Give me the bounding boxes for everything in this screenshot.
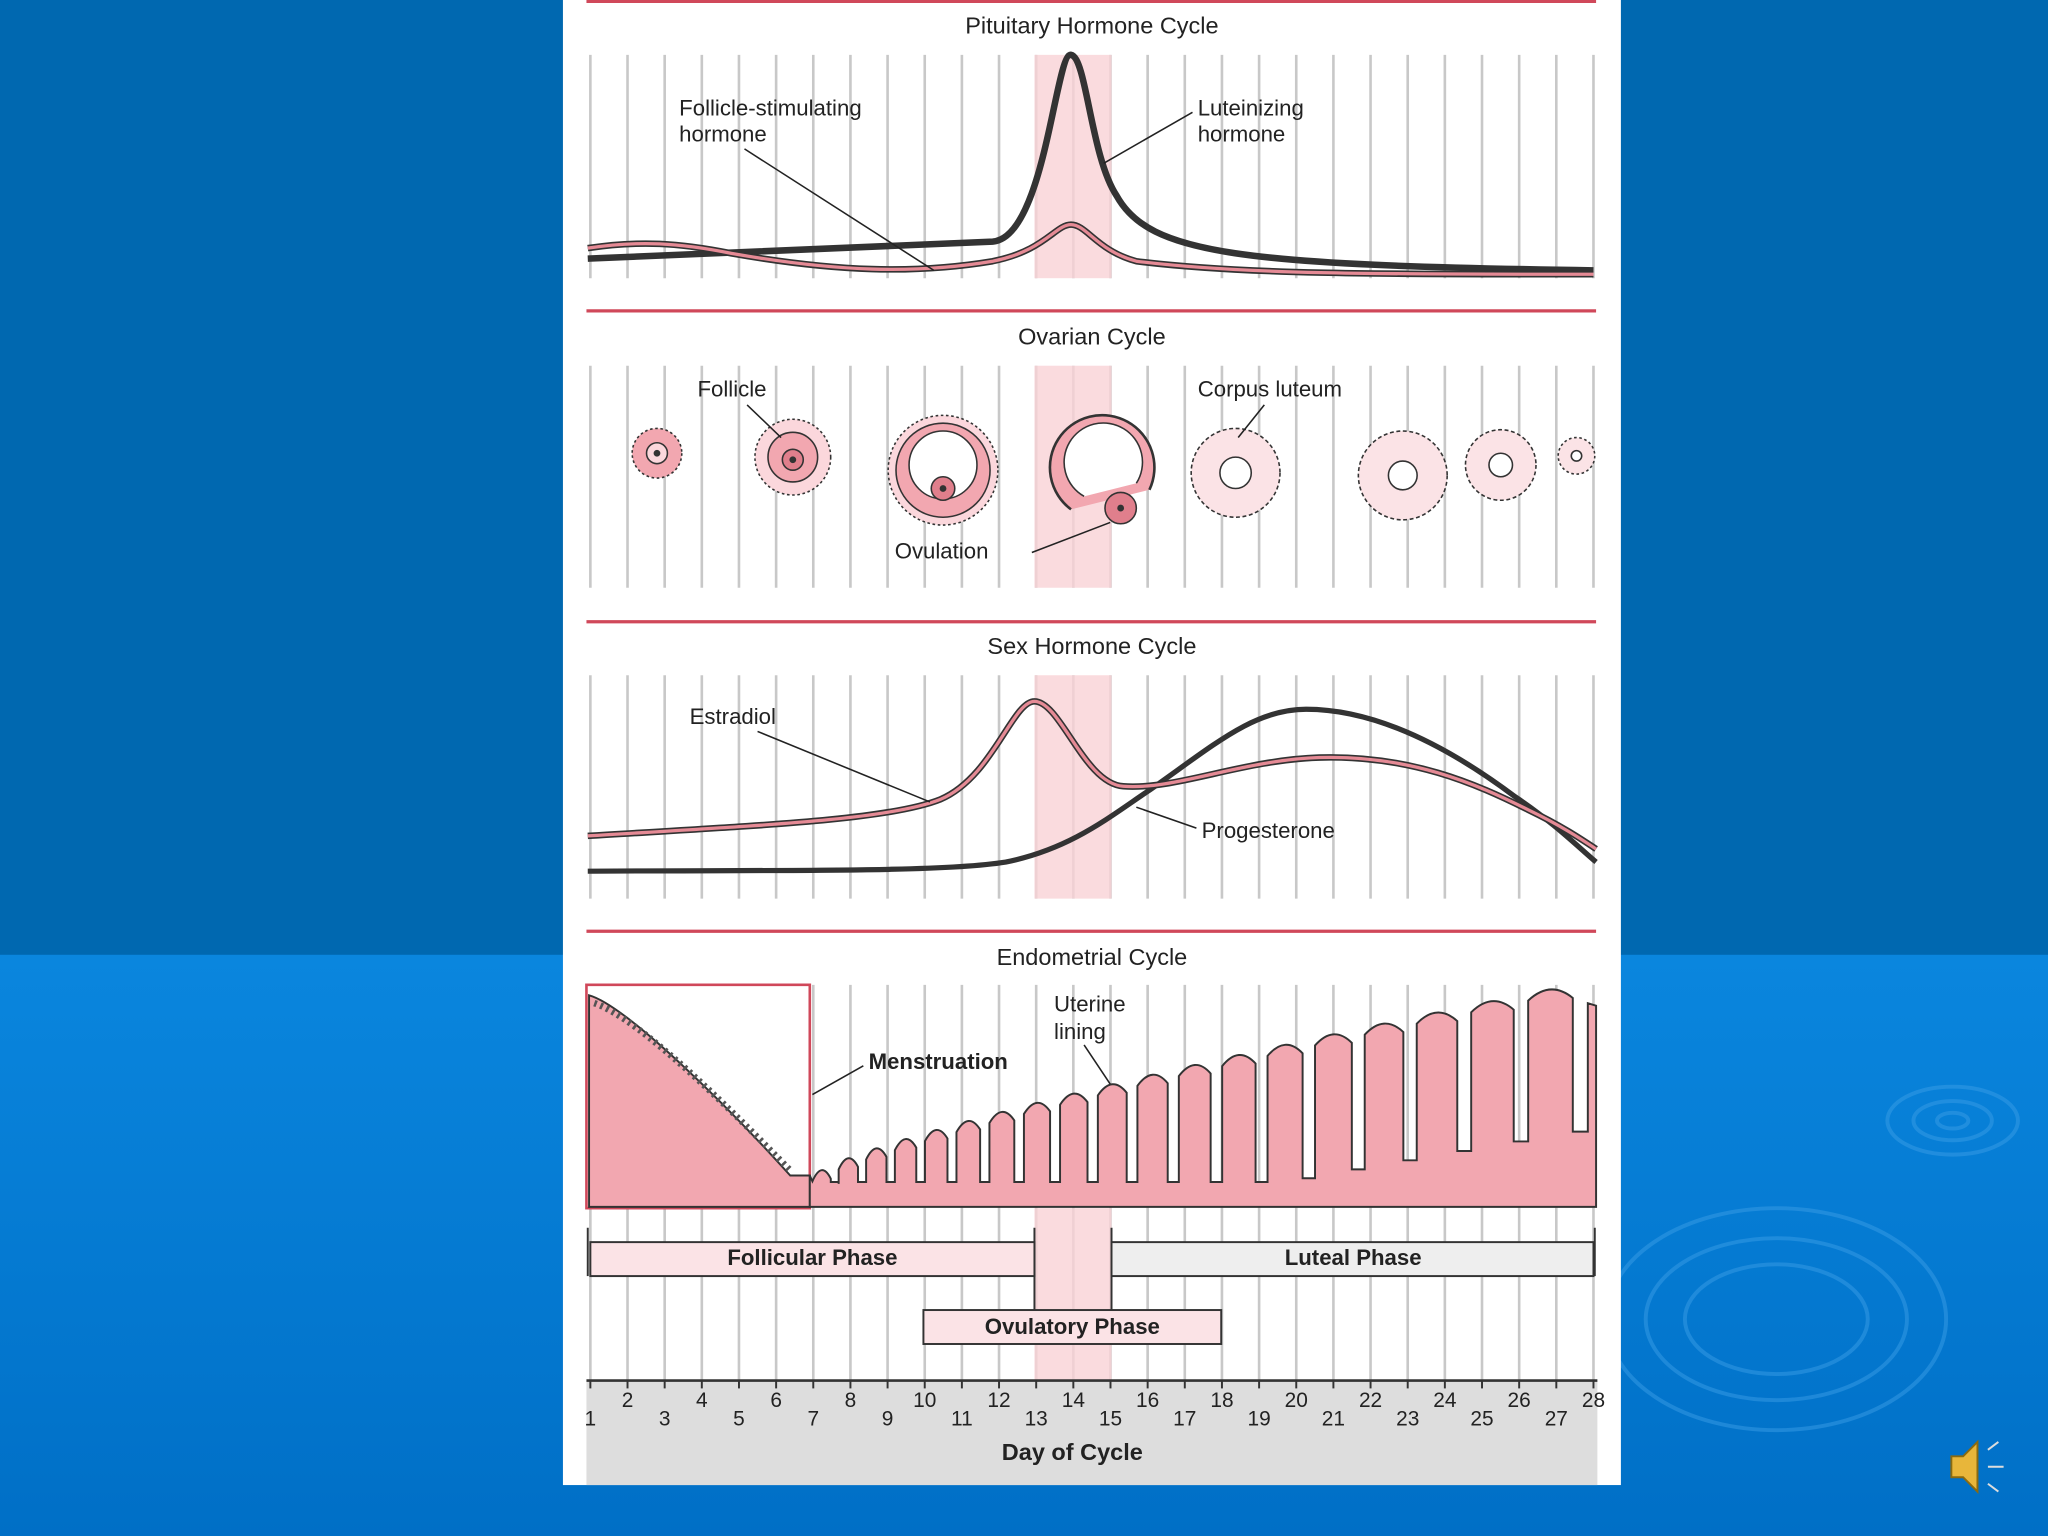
day-label: 22 (1359, 1389, 1382, 1412)
ovulation-band (1034, 1208, 1112, 1381)
day-label: 11 (951, 1407, 973, 1430)
day-label: 17 (1173, 1407, 1196, 1430)
axis-label: Day of Cycle (1002, 1439, 1143, 1465)
shedding-edge (593, 1000, 793, 1173)
day-label: 1 (585, 1407, 597, 1430)
annotation: Corpus luteum (1198, 376, 1342, 401)
annotation: Estradiol (690, 704, 776, 729)
leader-line (746, 404, 782, 439)
day-label: 20 (1285, 1389, 1308, 1412)
panel-title: Pituitary Hormone Cycle (965, 13, 1218, 39)
leader-line (1103, 111, 1193, 164)
leader-line (812, 1065, 864, 1096)
annotation: Follicle (697, 376, 766, 401)
panel-title: Ovarian Cycle (1018, 323, 1166, 349)
annotation: Menstruation (869, 1049, 1008, 1074)
phase-bar (922, 1309, 1223, 1345)
day-label: 8 (845, 1389, 857, 1412)
leader-line (744, 148, 935, 272)
day-label: 9 (882, 1407, 894, 1430)
sound-waves (1987, 1441, 2004, 1493)
panel-title: Sex Hormone Cycle (987, 633, 1196, 659)
day-label: 14 (1062, 1389, 1085, 1412)
annotation: Follicle-stimulating (679, 96, 861, 121)
day-label: 28 (1582, 1389, 1605, 1412)
leader-line (757, 730, 931, 803)
day-label: 18 (1210, 1389, 1233, 1412)
axis-area (586, 1380, 1598, 1486)
leader-line (1083, 1044, 1111, 1085)
annotation: Luteinizing (1198, 96, 1304, 121)
progesterone-curve (587, 706, 1598, 874)
day-label: 5 (733, 1407, 745, 1430)
day-label: 10 (913, 1389, 936, 1412)
speaker-body[interactable] (1950, 1439, 1979, 1494)
uterine-lining (808, 988, 1598, 1208)
speaker-icon[interactable] (1950, 1439, 2004, 1494)
annotation: Uterine (1054, 992, 1126, 1017)
day-label: 27 (1545, 1407, 1568, 1430)
fsh-curve (587, 223, 1594, 276)
day-label: 21 (1322, 1407, 1345, 1430)
phase-bar (589, 1241, 1036, 1278)
lh-curve (587, 51, 1594, 274)
day-label: 2 (622, 1389, 634, 1412)
day-label: 6 (770, 1389, 782, 1412)
day-label: 12 (987, 1389, 1010, 1412)
estradiol-curve (587, 699, 1597, 851)
annotation: lining (1054, 1019, 1106, 1044)
ovulation-band (1034, 675, 1112, 899)
day-label: 19 (1247, 1407, 1270, 1430)
leader-line (1031, 521, 1111, 554)
day-label: 13 (1025, 1407, 1048, 1430)
day-label: 7 (807, 1407, 819, 1430)
phase-bar (1110, 1241, 1595, 1278)
annotation: hormone (679, 122, 767, 147)
day-label: 15 (1099, 1407, 1122, 1430)
day-label: 26 (1508, 1389, 1531, 1412)
panel-title: Endometrial Cycle (997, 944, 1188, 970)
day-label: 16 (1136, 1389, 1159, 1412)
day-label: 3 (659, 1407, 671, 1430)
day-label: 25 (1470, 1407, 1493, 1430)
phase-label: Follicular Phase (727, 1245, 897, 1270)
annotation: hormone (1198, 122, 1286, 147)
day-label: 4 (696, 1389, 708, 1412)
phase-label: Ovulatory Phase (985, 1314, 1160, 1339)
day-labels: 1234567891011121314151617181920212223242… (585, 1380, 1605, 1430)
annotation: Progesterone (1202, 818, 1335, 843)
day-label: 24 (1433, 1389, 1456, 1412)
follicles (631, 413, 1596, 526)
annotation: Ovulation (895, 538, 989, 563)
day-label: 23 (1396, 1407, 1419, 1430)
leader-line (1237, 404, 1265, 439)
leader-line (1136, 806, 1197, 829)
phase-label: Luteal Phase (1285, 1245, 1422, 1270)
